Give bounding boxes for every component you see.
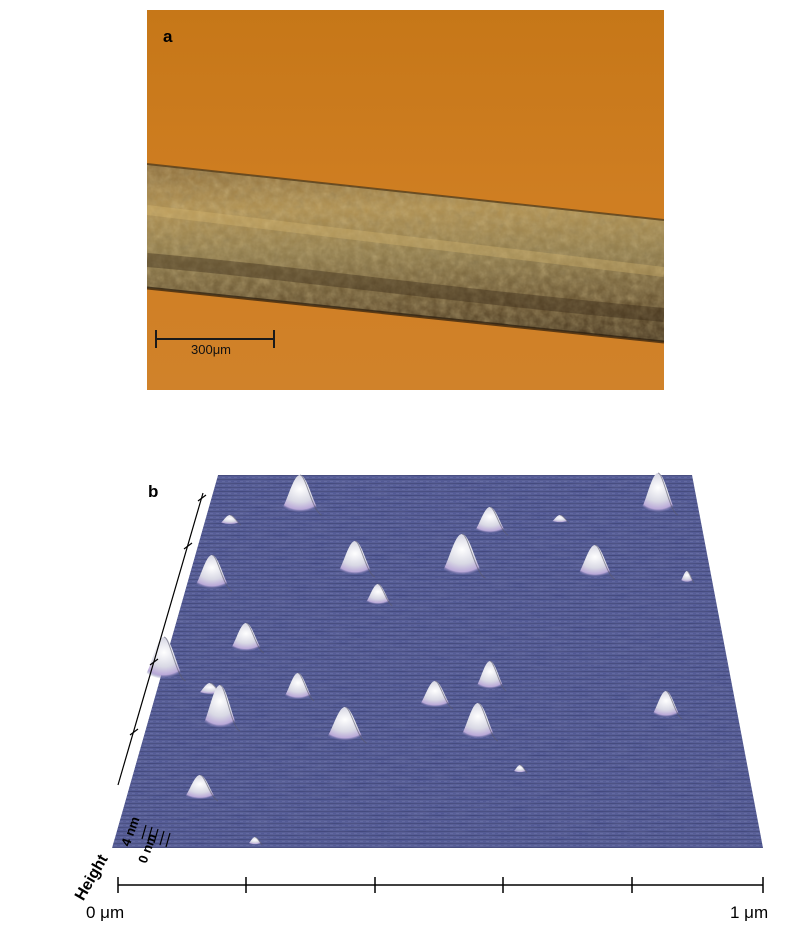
panel-b-label: b	[148, 482, 159, 501]
surface-peak	[456, 703, 500, 741]
surface-peak	[190, 555, 234, 591]
peak-shading	[686, 570, 695, 584]
peak-shading	[199, 774, 219, 802]
optical-micrograph-panel: a 300μm	[147, 10, 664, 390]
scale-bar-label: 300μm	[191, 342, 232, 357]
peak-shading	[377, 583, 393, 607]
peak-shading	[665, 690, 683, 720]
surface-peak	[276, 475, 324, 515]
surface-peak	[648, 691, 684, 719]
peak-shading	[245, 622, 265, 654]
scale-bar-left-tick	[155, 330, 157, 348]
afm-surface-plot	[110, 472, 764, 893]
surface-peak	[362, 584, 394, 606]
peak-shading	[559, 514, 570, 524]
peak-shading	[657, 472, 679, 516]
surface-peak	[470, 507, 510, 535]
peak-shading	[489, 660, 507, 692]
x-axis-end-label: 1 μm	[730, 903, 769, 922]
peak-shading	[219, 684, 241, 732]
x-axis-start-label: 0 μm	[86, 903, 125, 922]
surface-peak	[512, 765, 528, 773]
surface-peak	[472, 661, 508, 691]
surface-peaks	[140, 472, 695, 846]
peak-shading	[519, 764, 528, 774]
surface-peak	[280, 673, 316, 701]
surface-peak	[226, 623, 266, 653]
scale-bar: 300μm	[155, 326, 275, 360]
peak-shading	[489, 506, 509, 536]
peak-shading	[297, 672, 315, 702]
peak-shading	[434, 680, 454, 710]
surface-peak	[679, 571, 695, 583]
peak-shading	[299, 474, 322, 516]
peak-shading	[344, 706, 367, 744]
afm-3d-topography-panel: b 0 μm 1 μm 4 nm 0 nm Height	[72, 465, 791, 928]
surface-peak	[218, 515, 242, 525]
peak-shading	[477, 702, 499, 742]
peak-shading	[594, 544, 616, 580]
surface-peak	[436, 534, 488, 578]
peak-shading	[163, 636, 186, 682]
surface-peak	[198, 685, 242, 731]
peak-shading	[254, 836, 263, 846]
panel-a-label: a	[163, 27, 173, 46]
surface-peak	[550, 515, 570, 523]
scale-bar-line	[156, 338, 274, 340]
surface-peak	[573, 545, 617, 579]
surface-peak	[333, 541, 377, 577]
surface-peak	[636, 473, 680, 515]
surface-peak	[321, 707, 369, 743]
peak-shading	[354, 540, 376, 578]
peak-shading	[211, 554, 233, 592]
surface-peak	[415, 681, 455, 709]
surface-peak	[247, 837, 263, 845]
scale-bar-right-tick	[273, 330, 275, 348]
peak-shading	[229, 514, 242, 526]
surface-peak	[180, 775, 220, 801]
fiber-micrograph-image	[147, 10, 664, 390]
peak-shading	[461, 533, 486, 579]
